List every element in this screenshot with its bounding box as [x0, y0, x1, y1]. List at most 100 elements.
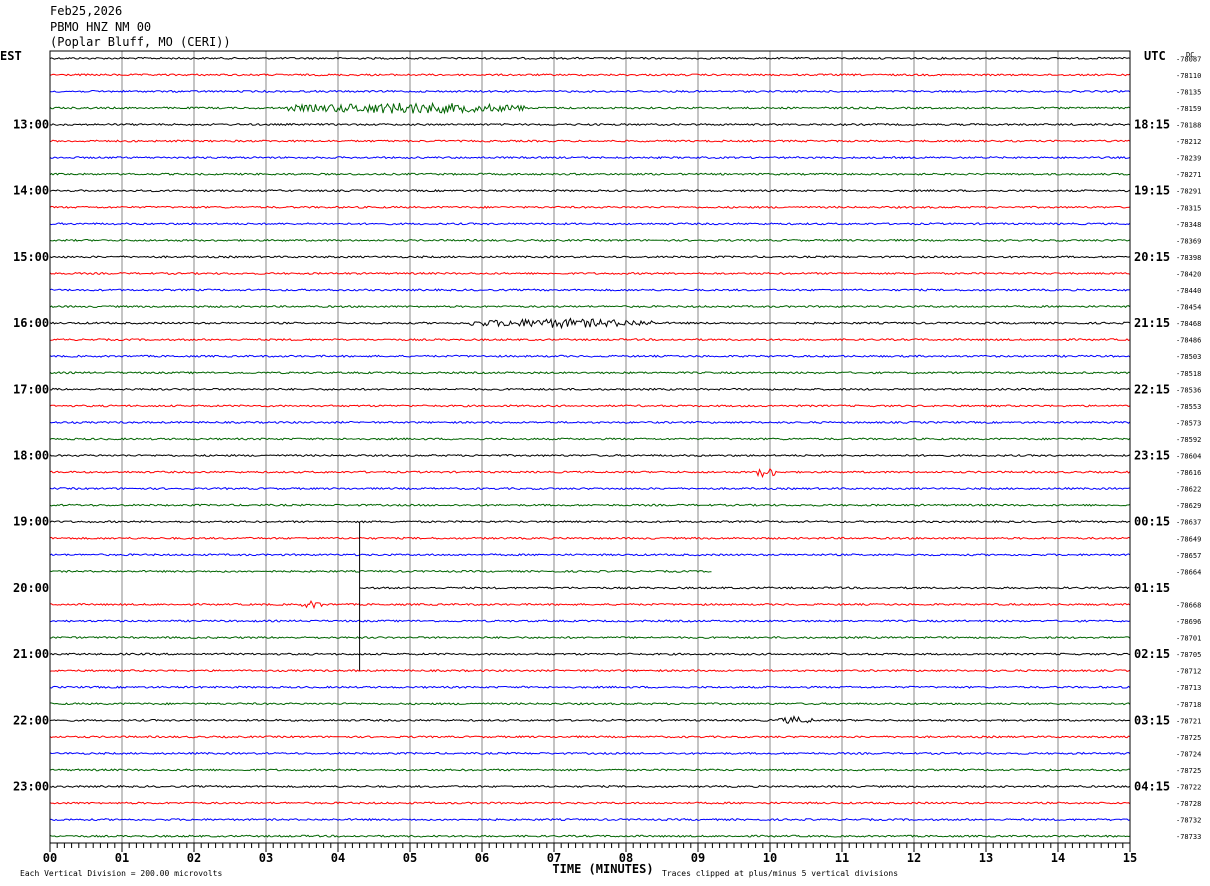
left-hour-label: 17:00 — [13, 382, 49, 396]
footer-scale: Each Vertical Division = 200.00 microvol… — [20, 869, 222, 878]
seismic-trace — [49, 702, 1131, 706]
dc-offset-label: -78733 — [1176, 833, 1201, 841]
seismic-trace — [49, 304, 1131, 309]
dc-offset-label: -78110 — [1176, 72, 1201, 80]
x-tick-label: 03 — [259, 851, 273, 865]
seismic-trace — [49, 619, 1131, 623]
grid-lines — [121, 51, 1059, 843]
dc-offset-label: -78649 — [1176, 535, 1201, 543]
dc-offset-label: -78637 — [1176, 519, 1201, 527]
x-tick-label: 14 — [1051, 851, 1065, 865]
dc-offset-label: -78188 — [1176, 122, 1201, 130]
plot-frame — [49, 50, 1131, 844]
x-tick-label: 10 — [763, 851, 777, 865]
dc-offset-label: -78722 — [1176, 784, 1201, 792]
dc-offset-label: -78239 — [1176, 155, 1201, 163]
seismic-trace — [49, 354, 1131, 358]
dc-offset-label: -78721 — [1176, 717, 1201, 725]
x-tick-label: 13 — [979, 851, 993, 865]
x-tick-label: 09 — [691, 851, 705, 865]
axis-labels: 00 01 02 03 04 05 06 07 08 09 10 11 12 13 14 15 TIME (MI… — [0, 49, 1201, 878]
seismic-trace — [50, 89, 1131, 93]
right-hour-label: 22:15 — [1134, 382, 1170, 396]
right-hour-label: 04:15 — [1134, 780, 1170, 794]
seismic-trace — [359, 586, 1130, 590]
station-code: PBMO HNZ NM 00 — [50, 20, 152, 34]
x-tick-label: 04 — [331, 851, 345, 865]
left-hour-label: 23:00 — [13, 780, 49, 794]
seismic-trace — [49, 271, 1131, 276]
x-tick-label: 05 — [403, 851, 417, 865]
dc-offset-label: -78348 — [1176, 221, 1201, 229]
dc-offset-label: -78553 — [1176, 403, 1201, 411]
dc-offset-label: -78369 — [1176, 237, 1201, 245]
seismic-trace — [49, 553, 1131, 557]
station-location: (Poplar Bluff, MO (CERI)) — [50, 35, 231, 49]
dc-offset-label: -78657 — [1176, 552, 1201, 560]
dc-label: DC — [1186, 51, 1194, 59]
seismic-trace — [49, 222, 1131, 226]
seismic-trace — [49, 834, 1131, 838]
left-hour-label: 21:00 — [13, 647, 49, 661]
right-timezone: UTC — [1144, 49, 1166, 63]
seismic-trace — [49, 172, 1131, 176]
dc-offset-label: -78712 — [1176, 668, 1201, 676]
left-hour-label: 22:00 — [13, 713, 49, 727]
dc-offset-label: -78696 — [1176, 618, 1201, 626]
seismic-trace — [49, 73, 1131, 77]
dc-offset-label: -78468 — [1176, 320, 1201, 328]
seismic-trace — [49, 238, 1131, 242]
x-tick-label: 00 — [43, 851, 57, 865]
seismic-trace — [49, 801, 1131, 805]
footer-clip-note: Traces clipped at plus/minus 5 vertical … — [662, 869, 898, 878]
dc-offset-label: -78135 — [1176, 88, 1201, 96]
dc-offset-label: -78732 — [1176, 817, 1201, 825]
x-tick-label: 02 — [187, 851, 201, 865]
right-hour-label: 01:15 — [1134, 581, 1170, 595]
seismic-trace — [49, 486, 1131, 491]
seismic-trace — [49, 189, 1131, 193]
dc-offset-label: -78725 — [1176, 767, 1201, 775]
seismic-trace — [49, 784, 1131, 789]
seismic-trace — [49, 338, 1131, 342]
seismic-trace — [49, 685, 1131, 689]
dc-offset-label: -78629 — [1176, 502, 1201, 510]
right-hour-label: 00:15 — [1134, 515, 1170, 529]
seismic-trace — [49, 288, 1131, 292]
x-tick-label: 11 — [835, 851, 849, 865]
seismic-trace — [49, 652, 1131, 656]
seismic-trace — [49, 751, 1131, 755]
seismic-trace — [49, 387, 1131, 391]
seismic-trace — [49, 536, 1131, 540]
seismic-trace — [49, 371, 1131, 375]
seismic-trace — [49, 599, 1131, 610]
dc-offset-label: -78440 — [1176, 287, 1201, 295]
left-hour-label: 16:00 — [13, 316, 49, 330]
seismic-trace — [49, 768, 1131, 772]
x-tick-label: 08 — [619, 851, 633, 865]
dc-offset-label: -78087 — [1176, 55, 1201, 63]
dc-offset-label: -78622 — [1176, 486, 1201, 494]
left-hour-label: 14:00 — [13, 184, 49, 198]
dc-offset-label: -78291 — [1176, 188, 1201, 196]
seismic-trace — [49, 139, 1131, 143]
right-hour-label: 23:15 — [1134, 449, 1170, 463]
dc-offset-label: -78503 — [1176, 353, 1201, 361]
dc-offset-label: -78454 — [1176, 304, 1201, 312]
x-tick-label: 06 — [475, 851, 489, 865]
dc-offset-label: -78271 — [1176, 171, 1201, 179]
right-hour-label: 21:15 — [1134, 316, 1170, 330]
left-timezone: EST — [0, 49, 22, 63]
seismic-trace — [49, 453, 1131, 458]
dc-offset-label: -78486 — [1176, 337, 1201, 345]
dc-offset-label: -78592 — [1176, 436, 1201, 444]
seismic-trace — [49, 101, 1131, 115]
x-tick-label: 01 — [115, 851, 129, 865]
dc-offset-label: -78713 — [1176, 684, 1201, 692]
seismic-trace — [49, 255, 1131, 259]
seismic-trace — [49, 817, 1131, 822]
dc-offset-label: -78725 — [1176, 734, 1201, 742]
left-hour-label: 13:00 — [13, 118, 49, 132]
seismic-trace — [49, 317, 1131, 330]
